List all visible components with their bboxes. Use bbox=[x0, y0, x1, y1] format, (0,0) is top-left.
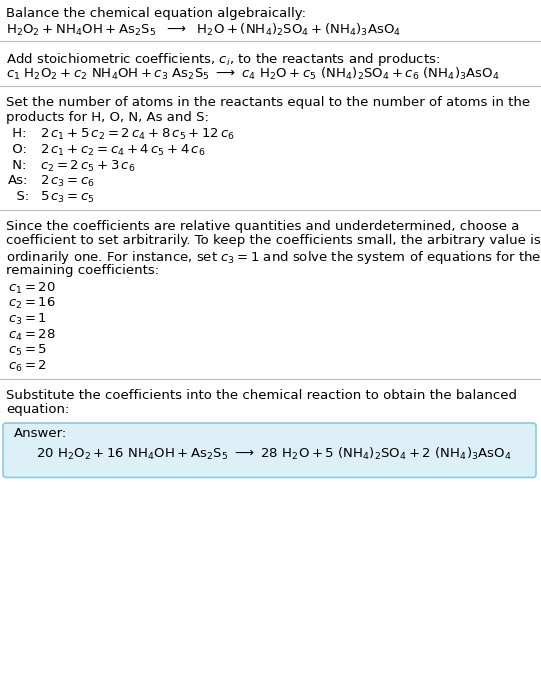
Text: Since the coefficients are relative quantities and underdetermined, choose a: Since the coefficients are relative quan… bbox=[6, 220, 519, 233]
Text: $c_2 = 2\,c_5 + 3\,c_6$: $c_2 = 2\,c_5 + 3\,c_6$ bbox=[40, 159, 135, 174]
Text: $c_5 = 5$: $c_5 = 5$ bbox=[8, 344, 47, 359]
Text: coefficient to set arbitrarily. To keep the coefficients small, the arbitrary va: coefficient to set arbitrarily. To keep … bbox=[6, 234, 541, 247]
Text: equation:: equation: bbox=[6, 403, 69, 416]
Text: Substitute the coefficients into the chemical reaction to obtain the balanced: Substitute the coefficients into the che… bbox=[6, 389, 517, 402]
Text: $c_1 = 20$: $c_1 = 20$ bbox=[8, 280, 56, 295]
Text: Balance the chemical equation algebraically:: Balance the chemical equation algebraica… bbox=[6, 7, 306, 20]
Text: Set the number of atoms in the reactants equal to the number of atoms in the: Set the number of atoms in the reactants… bbox=[6, 95, 530, 109]
Text: remaining coefficients:: remaining coefficients: bbox=[6, 264, 159, 277]
Text: $c_3 = 1$: $c_3 = 1$ bbox=[8, 312, 47, 327]
Text: $c_1\ \mathrm{H_2O_2} + c_2\ \mathrm{NH_4OH} + c_3\ \mathrm{As_2S_5} \ \longrigh: $c_1\ \mathrm{H_2O_2} + c_2\ \mathrm{NH_… bbox=[6, 66, 499, 82]
Text: $2\,c_1 + c_2 = c_4 + 4\,c_5 + 4\,c_6$: $2\,c_1 + c_2 = c_4 + 4\,c_5 + 4\,c_6$ bbox=[40, 143, 206, 158]
Text: Answer:: Answer: bbox=[14, 427, 67, 440]
Text: $\mathrm{H_2O_2 + NH_4OH + As_2S_5 \ \ \longrightarrow \ \ H_2O + (NH_4)_2SO_4 +: $\mathrm{H_2O_2 + NH_4OH + As_2S_5 \ \ \… bbox=[6, 22, 401, 38]
Text: $c_2 = 16$: $c_2 = 16$ bbox=[8, 296, 56, 311]
Text: O:: O: bbox=[8, 143, 27, 156]
Text: As:: As: bbox=[8, 174, 28, 188]
Text: products for H, O, N, As and S:: products for H, O, N, As and S: bbox=[6, 111, 209, 124]
Text: H:: H: bbox=[8, 127, 27, 140]
Text: $c_4 = 28$: $c_4 = 28$ bbox=[8, 328, 56, 343]
Text: Add stoichiometric coefficients, $c_i$, to the reactants and products:: Add stoichiometric coefficients, $c_i$, … bbox=[6, 52, 440, 69]
Text: $20\ \mathrm{H_2O_2} + 16\ \mathrm{NH_4OH} + \mathrm{As_2S_5}\ \longrightarrow\ : $20\ \mathrm{H_2O_2} + 16\ \mathrm{NH_4O… bbox=[36, 446, 511, 462]
Text: $2\,c_3 = c_6$: $2\,c_3 = c_6$ bbox=[40, 174, 95, 190]
FancyBboxPatch shape bbox=[3, 423, 536, 477]
Text: $2\,c_1 + 5\,c_2 = 2\,c_4 + 8\,c_5 + 12\,c_6$: $2\,c_1 + 5\,c_2 = 2\,c_4 + 8\,c_5 + 12\… bbox=[40, 127, 235, 142]
Text: $c_6 = 2$: $c_6 = 2$ bbox=[8, 359, 47, 374]
Text: N:: N: bbox=[8, 159, 27, 172]
Text: ordinarily one. For instance, set $c_3 = 1$ and solve the system of equations fo: ordinarily one. For instance, set $c_3 =… bbox=[6, 249, 541, 266]
Text: $5\,c_3 = c_5$: $5\,c_3 = c_5$ bbox=[40, 190, 95, 205]
Text: S:: S: bbox=[8, 190, 29, 203]
